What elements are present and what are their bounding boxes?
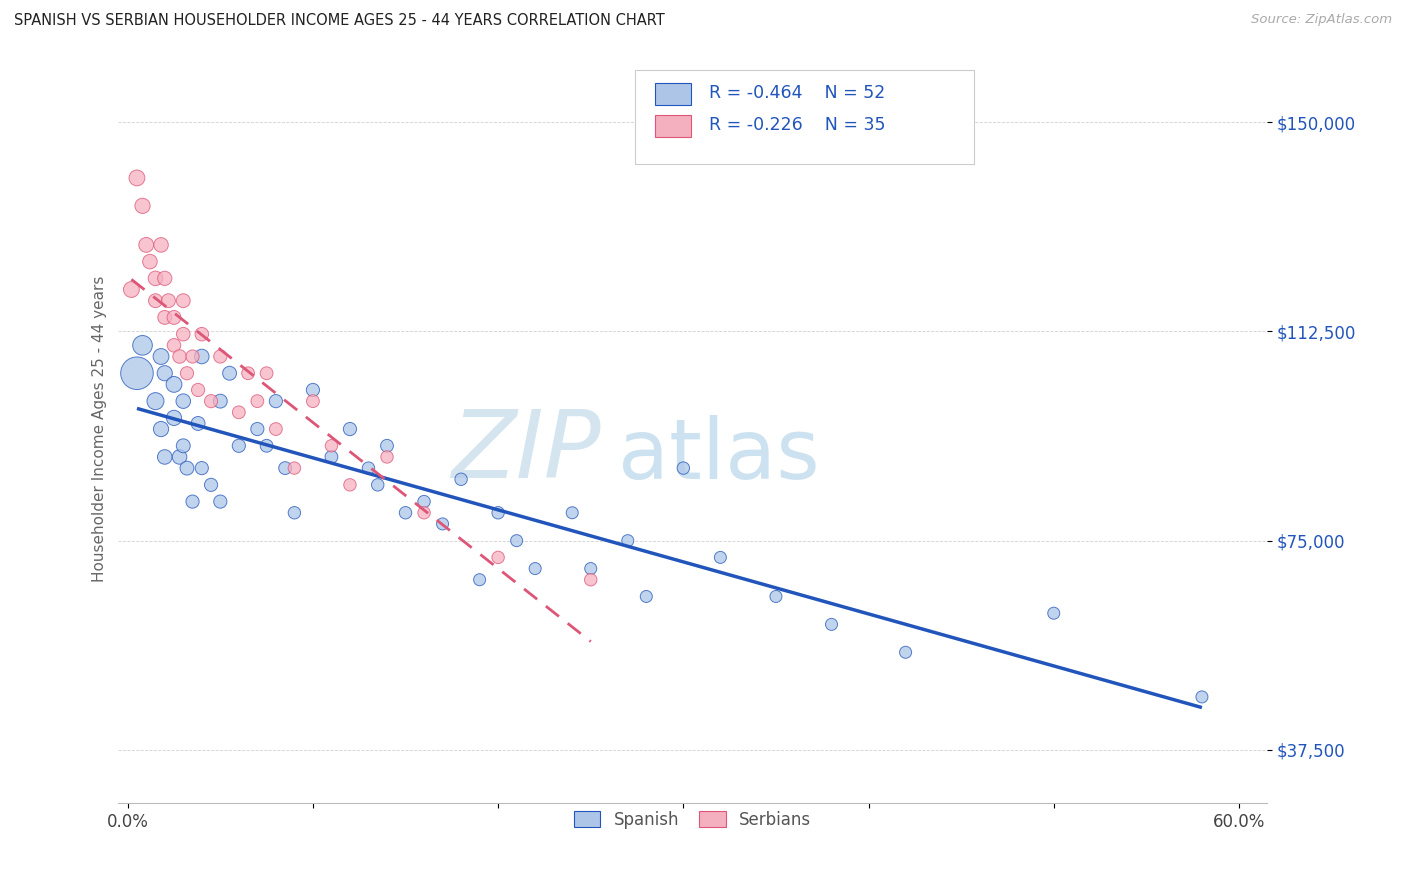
Point bbox=[153, 271, 176, 285]
Point bbox=[339, 478, 361, 492]
Point bbox=[153, 366, 176, 380]
Point bbox=[302, 394, 325, 409]
Point bbox=[413, 494, 436, 508]
Point bbox=[153, 310, 176, 325]
Point bbox=[169, 450, 191, 464]
Point bbox=[228, 405, 250, 419]
Point bbox=[413, 506, 436, 520]
Point bbox=[176, 366, 198, 380]
Point bbox=[163, 410, 186, 425]
Point bbox=[256, 439, 278, 453]
Point bbox=[163, 310, 186, 325]
Text: R = -0.464    N = 52: R = -0.464 N = 52 bbox=[709, 84, 884, 102]
Point bbox=[256, 366, 278, 380]
Point bbox=[218, 366, 240, 380]
Point bbox=[468, 573, 491, 587]
Point bbox=[246, 422, 269, 436]
Point bbox=[236, 366, 259, 380]
Point bbox=[172, 394, 194, 409]
Text: atlas: atlas bbox=[619, 415, 820, 496]
Point bbox=[709, 550, 731, 565]
Point bbox=[209, 394, 232, 409]
Point bbox=[191, 327, 214, 342]
Point bbox=[321, 450, 343, 464]
Point bbox=[176, 461, 198, 475]
Point bbox=[1042, 606, 1064, 620]
Point bbox=[163, 338, 186, 352]
Point bbox=[200, 394, 222, 409]
Point bbox=[505, 533, 527, 548]
Point bbox=[636, 590, 658, 604]
Point bbox=[820, 617, 842, 632]
Point bbox=[172, 293, 194, 308]
Point bbox=[145, 293, 167, 308]
Point bbox=[163, 377, 186, 392]
Point bbox=[157, 293, 180, 308]
Point bbox=[283, 461, 305, 475]
Point bbox=[131, 199, 153, 213]
Text: R = -0.226    N = 35: R = -0.226 N = 35 bbox=[709, 116, 886, 134]
Point bbox=[228, 439, 250, 453]
Point bbox=[191, 350, 214, 364]
Point bbox=[209, 350, 232, 364]
Point bbox=[274, 461, 297, 475]
Point bbox=[486, 506, 509, 520]
Point bbox=[524, 561, 547, 575]
Y-axis label: Householder Income Ages 25 - 44 years: Householder Income Ages 25 - 44 years bbox=[93, 276, 107, 582]
FancyBboxPatch shape bbox=[655, 115, 692, 137]
Point bbox=[150, 238, 173, 252]
Point bbox=[894, 645, 917, 659]
Point bbox=[283, 506, 305, 520]
Point bbox=[375, 450, 398, 464]
Point bbox=[187, 383, 209, 397]
Point bbox=[486, 550, 509, 565]
Point bbox=[135, 238, 157, 252]
Point bbox=[432, 516, 454, 531]
Point bbox=[357, 461, 380, 475]
Text: SPANISH VS SERBIAN HOUSEHOLDER INCOME AGES 25 - 44 YEARS CORRELATION CHART: SPANISH VS SERBIAN HOUSEHOLDER INCOME AG… bbox=[14, 13, 665, 29]
Point bbox=[145, 271, 167, 285]
Point bbox=[264, 394, 287, 409]
Point bbox=[150, 422, 173, 436]
Text: Source: ZipAtlas.com: Source: ZipAtlas.com bbox=[1251, 13, 1392, 27]
Point bbox=[367, 478, 389, 492]
Point bbox=[191, 461, 214, 475]
Point bbox=[616, 533, 638, 548]
Point bbox=[579, 561, 602, 575]
Legend: Spanish, Serbians: Spanish, Serbians bbox=[567, 805, 818, 836]
Point bbox=[264, 422, 287, 436]
Point bbox=[209, 494, 232, 508]
Point bbox=[125, 170, 148, 185]
Point bbox=[181, 494, 204, 508]
Point bbox=[172, 327, 194, 342]
Point bbox=[120, 283, 142, 297]
Point bbox=[131, 338, 153, 352]
Point bbox=[321, 439, 343, 453]
Point bbox=[169, 350, 191, 364]
Point bbox=[125, 366, 148, 380]
Point bbox=[172, 439, 194, 453]
Point bbox=[339, 422, 361, 436]
Point bbox=[561, 506, 583, 520]
Point bbox=[153, 450, 176, 464]
Point bbox=[187, 417, 209, 431]
FancyBboxPatch shape bbox=[655, 83, 692, 105]
Point bbox=[145, 394, 167, 409]
Point bbox=[181, 350, 204, 364]
Point bbox=[246, 394, 269, 409]
Point bbox=[375, 439, 398, 453]
Point bbox=[200, 478, 222, 492]
Point bbox=[139, 254, 162, 268]
Point bbox=[394, 506, 416, 520]
Point bbox=[672, 461, 695, 475]
Point bbox=[579, 573, 602, 587]
Point bbox=[450, 472, 472, 486]
Point bbox=[1191, 690, 1213, 704]
FancyBboxPatch shape bbox=[636, 70, 974, 163]
Point bbox=[150, 350, 173, 364]
Text: ZIP: ZIP bbox=[451, 406, 600, 497]
Point bbox=[302, 383, 325, 397]
Point bbox=[765, 590, 787, 604]
